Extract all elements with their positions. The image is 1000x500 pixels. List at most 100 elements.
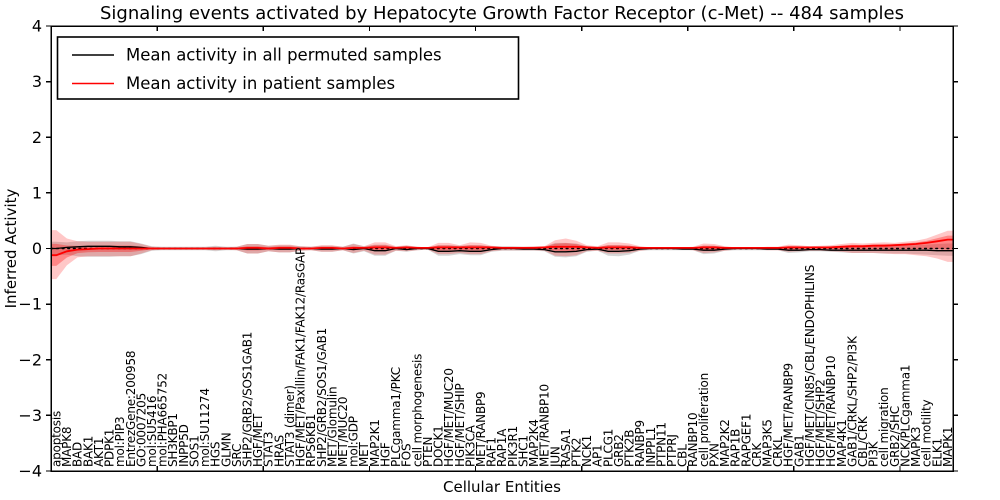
x-category-label: MAPK1 bbox=[941, 427, 955, 467]
x-category-label: GO:0007205 bbox=[134, 393, 148, 467]
x-category-label: EntrezGene:200958 bbox=[124, 351, 138, 467]
patient-mean-line bbox=[51, 238, 953, 257]
y-tick-label: −1 bbox=[18, 295, 42, 314]
x-category-label: PIK3CA bbox=[463, 424, 477, 467]
y-tick-label: 0 bbox=[32, 239, 42, 258]
y-tick-label: −3 bbox=[18, 406, 42, 425]
x-category-label: GLMN bbox=[219, 432, 233, 467]
x-category-label: JUN bbox=[548, 446, 562, 468]
x-category-label: MAP2K2 bbox=[718, 419, 732, 467]
x-category-label: RASA1 bbox=[559, 428, 573, 467]
x-category-label: mol:PHA665752 bbox=[156, 373, 170, 467]
x-category-label: RAP1B bbox=[729, 429, 743, 467]
x-category-label: GAB1 bbox=[792, 434, 806, 467]
x-category-label: MAP3K5 bbox=[761, 419, 775, 467]
x-category-label: HGF/MET/RANBP10 bbox=[824, 356, 838, 467]
x-category-label: MET/Glomulin bbox=[325, 387, 339, 467]
x-category-label: CRKL bbox=[771, 436, 785, 467]
x-category-label: CBL bbox=[676, 444, 690, 467]
x-category-label: PXN bbox=[707, 443, 721, 467]
x-axis-label: Cellular Entities bbox=[443, 478, 561, 496]
x-category-label: cell morphogenesis bbox=[410, 354, 424, 467]
x-category-label: PLCG1 bbox=[601, 429, 615, 467]
x-category-label: RAPGEF1 bbox=[739, 414, 753, 467]
x-category-label: STAT3 bbox=[262, 432, 276, 467]
legend-label-patient: Mean activity in patient samples bbox=[126, 74, 395, 93]
x-category-label: PTPRJ bbox=[665, 434, 679, 467]
x-category-label: HGF/MET/Paxillin/FAK1/FAK12/RasGAP bbox=[294, 248, 308, 467]
x-category-label: HGF/MET/MUC20 bbox=[442, 368, 456, 467]
x-category-label: HGF/MET/RANBP9 bbox=[782, 363, 796, 467]
x-category-label: apoptosis bbox=[50, 411, 64, 467]
x-category-label: MAPK3 bbox=[909, 427, 923, 467]
x-category-label: DOCK1 bbox=[432, 425, 446, 467]
x-category-label: MET/RANBP9 bbox=[474, 392, 488, 467]
y-tick-label: 2 bbox=[32, 128, 42, 147]
x-category-label: SHP2/GRB2/SOS1GAB1 bbox=[241, 332, 255, 467]
chart-title: Signaling events activated by Hepatocyte… bbox=[100, 3, 904, 24]
x-category-label: RPS6KB1 bbox=[304, 414, 318, 467]
x-category-label: SHP2/GRB2/SOS1/GAB1 bbox=[315, 328, 329, 467]
x-category-label: PTEN bbox=[421, 437, 435, 467]
x-category-label: SOS1 bbox=[188, 435, 202, 467]
x-category-label: MAPK8 bbox=[60, 427, 74, 467]
legend-label-permuted: Mean activity in all permuted samples bbox=[126, 46, 442, 65]
x-category-label: MAP4K1 bbox=[835, 419, 849, 467]
x-category-label: AKT1 bbox=[92, 438, 106, 467]
x-category-label: mol:SU5416 bbox=[145, 396, 159, 467]
x-category-label: RAF1 bbox=[485, 437, 499, 467]
y-tick-label: −4 bbox=[18, 462, 42, 481]
x-category-label: HGF/MET bbox=[251, 413, 265, 467]
x-category-label: PTK2 bbox=[570, 438, 584, 467]
x-category-label: BAK1 bbox=[81, 436, 95, 467]
x-category-label: CBL/CRK bbox=[856, 415, 870, 467]
x-category-label: RANBP10 bbox=[686, 413, 700, 467]
x-category-label: SH3KBP1 bbox=[166, 413, 180, 467]
x-category-label: MAP2K1 bbox=[368, 419, 382, 467]
y-tick-label: 4 bbox=[32, 17, 42, 36]
x-category-label: HGS bbox=[209, 442, 223, 467]
x-category-label: PI3K bbox=[867, 440, 881, 467]
x-category-label: HRAS bbox=[272, 435, 286, 467]
x-category-label: cell proliferation bbox=[697, 373, 711, 467]
x-category-label: MAP2K4 bbox=[527, 419, 541, 467]
x-category-label: GAB1/CRKL/SHP2/PI3K bbox=[845, 335, 859, 467]
x-category-label: HGF bbox=[379, 442, 393, 467]
x-category-label: BAD bbox=[71, 442, 85, 467]
x-category-label: MET/RANBP10 bbox=[538, 384, 552, 467]
y-tick-label: −2 bbox=[18, 350, 42, 369]
legend-box bbox=[56, 36, 520, 100]
x-category-label: GRB2 bbox=[612, 434, 626, 467]
x-category-label: HGF/MET/SHP2 bbox=[814, 379, 828, 467]
x-category-label: mol:GDP bbox=[347, 416, 361, 467]
y-axis-label: Inferred Activity bbox=[2, 188, 20, 308]
x-category-label: cell migration bbox=[877, 387, 891, 467]
x-category-label: PTPN11 bbox=[654, 422, 668, 467]
x-category-label: INPPL1 bbox=[644, 427, 658, 467]
x-category-label: HGF/MET/CIN85/CBL/ENDOPHILINS bbox=[803, 265, 817, 467]
x-category-label: GRB2/SHC bbox=[888, 406, 902, 467]
x-category-label: CRK bbox=[750, 442, 764, 467]
x-category-label: STAT3 (dimer) bbox=[283, 385, 297, 467]
x-category-label: INPP5D bbox=[177, 424, 191, 467]
y-tick-label: 1 bbox=[32, 183, 42, 202]
x-category-label: RANBP9 bbox=[633, 420, 647, 467]
x-category-label: mol:SU11274 bbox=[198, 388, 212, 467]
x-category-label: PIK3R1 bbox=[506, 426, 520, 467]
x-category-label: SHC1 bbox=[516, 435, 530, 467]
x-category-label: MET/MUC20 bbox=[336, 397, 350, 467]
x-category-label: FOS bbox=[400, 444, 414, 467]
y-tick-label: 3 bbox=[32, 72, 42, 91]
x-category-label: NCK/PLCgamma1 bbox=[898, 365, 912, 467]
x-category-label: cell motility bbox=[920, 399, 934, 467]
x-category-label: ELK1 bbox=[930, 438, 944, 467]
x-category-label: SRC bbox=[230, 444, 244, 467]
x-category-label: HGF/MET/SHIP bbox=[453, 383, 467, 467]
x-category-label: NCK1 bbox=[580, 435, 594, 467]
x-category-label: MET bbox=[357, 441, 371, 467]
x-category-label: PLCgamma1/PKC bbox=[389, 367, 403, 467]
x-category-label: mol:PIP3 bbox=[113, 417, 127, 467]
x-category-label: PDPK1 bbox=[103, 429, 117, 467]
